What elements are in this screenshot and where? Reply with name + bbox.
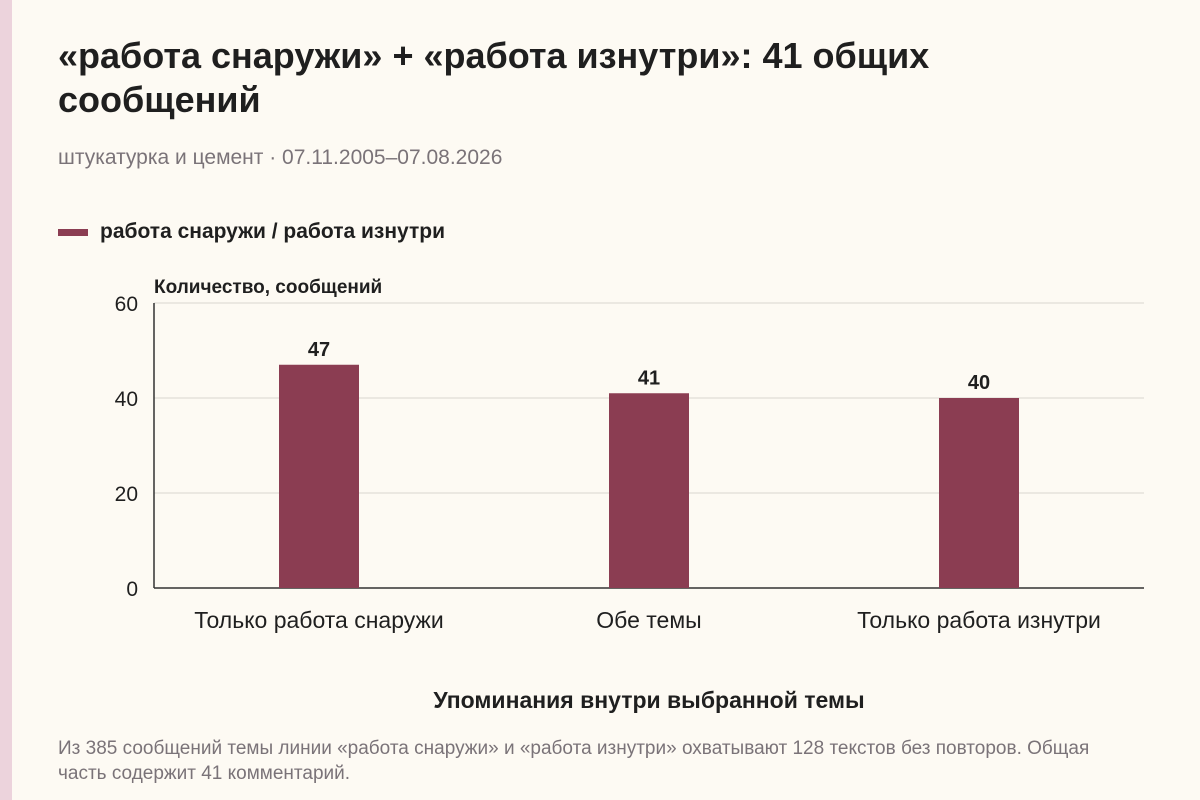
x-axis-title: Упоминания внутри выбранной темы (433, 687, 864, 713)
bar-value-label: 47 (308, 339, 330, 361)
chart-subtitle: штукатурка и цемент · 07.11.2005–07.08.2… (58, 146, 503, 169)
legend: работа снаружи / работа изнутри (58, 220, 445, 244)
chart-caption: Из 385 сообщений темы линии «работа снар… (58, 738, 1090, 784)
bar-value-label: 40 (968, 372, 990, 394)
x-tick-label: Только работа снаружи (194, 607, 443, 633)
legend-swatch (58, 228, 88, 236)
y-tick-label: 40 (115, 388, 138, 411)
y-tick-label: 60 (115, 293, 138, 316)
chart-title: «работа снаружи» + «работа изнутри»: 41 … (58, 35, 930, 120)
bar (939, 398, 1019, 588)
y-tick-label: 20 (115, 483, 138, 506)
accent-bar (0, 0, 12, 800)
bar (609, 393, 689, 588)
bar-value-label: 41 (638, 367, 660, 389)
bar-chart: 0 20 40 60 Количество, сообщений 47 Только раб… (115, 277, 1144, 713)
x-tick-label: Только работа изнутри (857, 607, 1101, 633)
x-tick-label: Обе темы (596, 607, 701, 633)
bar (279, 364, 359, 588)
legend-label: работа снаружи / работа изнутри (100, 220, 445, 243)
y-axis-title: Количество, сообщений (154, 277, 382, 298)
y-tick-label: 0 (126, 578, 138, 601)
